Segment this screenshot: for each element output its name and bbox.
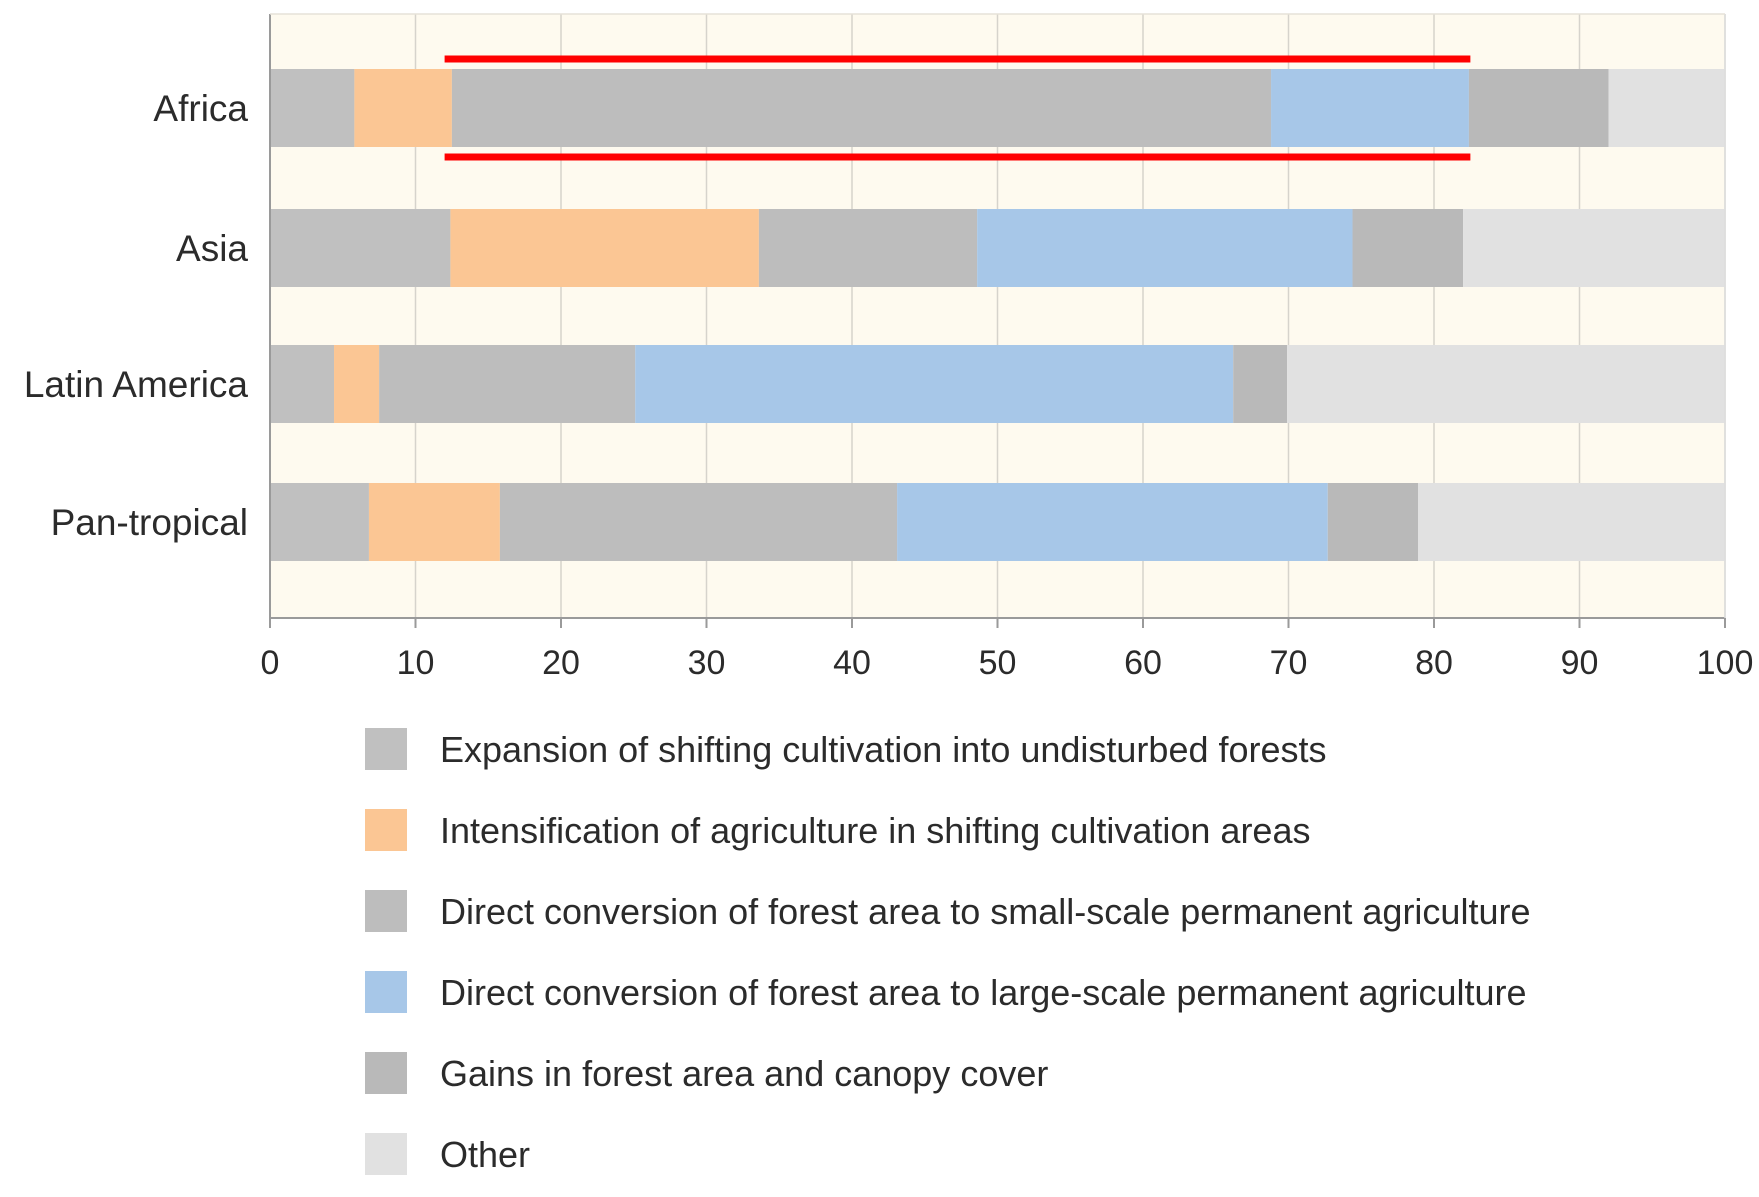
bar-pan-tropical-series-4	[897, 483, 1328, 561]
bar-asia-series-1	[270, 209, 451, 287]
bar-asia-series-2	[450, 209, 759, 287]
x-tick-label: 0	[261, 644, 280, 682]
bar-latin-america-series-3	[379, 345, 636, 423]
bar-latin-america-series-1	[270, 345, 335, 423]
bar-pan-tropical-series-1	[270, 483, 369, 561]
bars	[270, 69, 1725, 561]
x-tick-label: 10	[397, 644, 435, 682]
x-tick-label: 20	[542, 644, 580, 682]
bar-africa-series-5	[1468, 69, 1609, 147]
x-tick-label: 40	[833, 644, 871, 682]
bar-pan-tropical-series-6	[1417, 483, 1725, 561]
legend-swatch	[365, 809, 407, 851]
category-label: Africa	[153, 88, 248, 129]
legend-swatch	[365, 728, 407, 770]
tick-labels: 0 10 20 30 40 50 60 70 80 90 100	[261, 644, 1754, 682]
x-tick-label: 30	[688, 644, 726, 682]
bar-asia-series-4	[977, 209, 1353, 287]
category-label: Pan-tropical	[51, 502, 248, 543]
category-label: Asia	[176, 228, 248, 269]
bar-pan-tropical-series-5	[1327, 483, 1418, 561]
category-label: Latin America	[24, 364, 249, 405]
bar-latin-america-series-5	[1233, 345, 1288, 423]
x-tick-label: 70	[1270, 644, 1308, 682]
x-tick-label: 50	[979, 644, 1017, 682]
bar-africa-series-3	[451, 69, 1272, 147]
x-tick-label: 60	[1124, 644, 1162, 682]
bar-pan-tropical-series-3	[499, 483, 898, 561]
bar-latin-america-series-2	[334, 345, 380, 423]
bar-africa-series-4	[1271, 69, 1469, 147]
legend-swatch	[365, 1052, 407, 1094]
x-tick-label: 100	[1697, 644, 1754, 682]
x-tick-label: 90	[1561, 644, 1599, 682]
x-tick-label: 80	[1415, 644, 1453, 682]
legend-label: Other	[440, 1134, 530, 1175]
bar-asia-series-6	[1463, 209, 1725, 287]
category-labels: Africa Asia Latin America Pan-tropical	[24, 88, 249, 543]
legend-label: Intensification of agriculture in shifti…	[440, 810, 1310, 851]
legend-label: Gains in forest area and canopy cover	[440, 1053, 1048, 1094]
bar-africa-series-6	[1608, 69, 1725, 147]
bar-africa-series-1	[270, 69, 355, 147]
legend-swatch	[365, 971, 407, 1013]
axes	[269, 13, 1726, 628]
legend: Expansion of shifting cultivation into u…	[365, 728, 1530, 1175]
bar-latin-america-series-4	[635, 345, 1234, 423]
bar-africa-series-2	[354, 69, 452, 147]
legend-label: Expansion of shifting cultivation into u…	[440, 729, 1327, 770]
legend-label: Direct conversion of forest area to smal…	[440, 891, 1530, 932]
bar-pan-tropical-series-2	[368, 483, 500, 561]
annotations	[444, 55, 1471, 161]
legend-swatch	[365, 1133, 407, 1175]
bar-asia-series-3	[758, 209, 978, 287]
bar-asia-series-5	[1352, 209, 1464, 287]
legend-label: Direct conversion of forest area to larg…	[440, 972, 1527, 1013]
bar-latin-america-series-6	[1287, 345, 1725, 423]
legend-swatch	[365, 890, 407, 932]
